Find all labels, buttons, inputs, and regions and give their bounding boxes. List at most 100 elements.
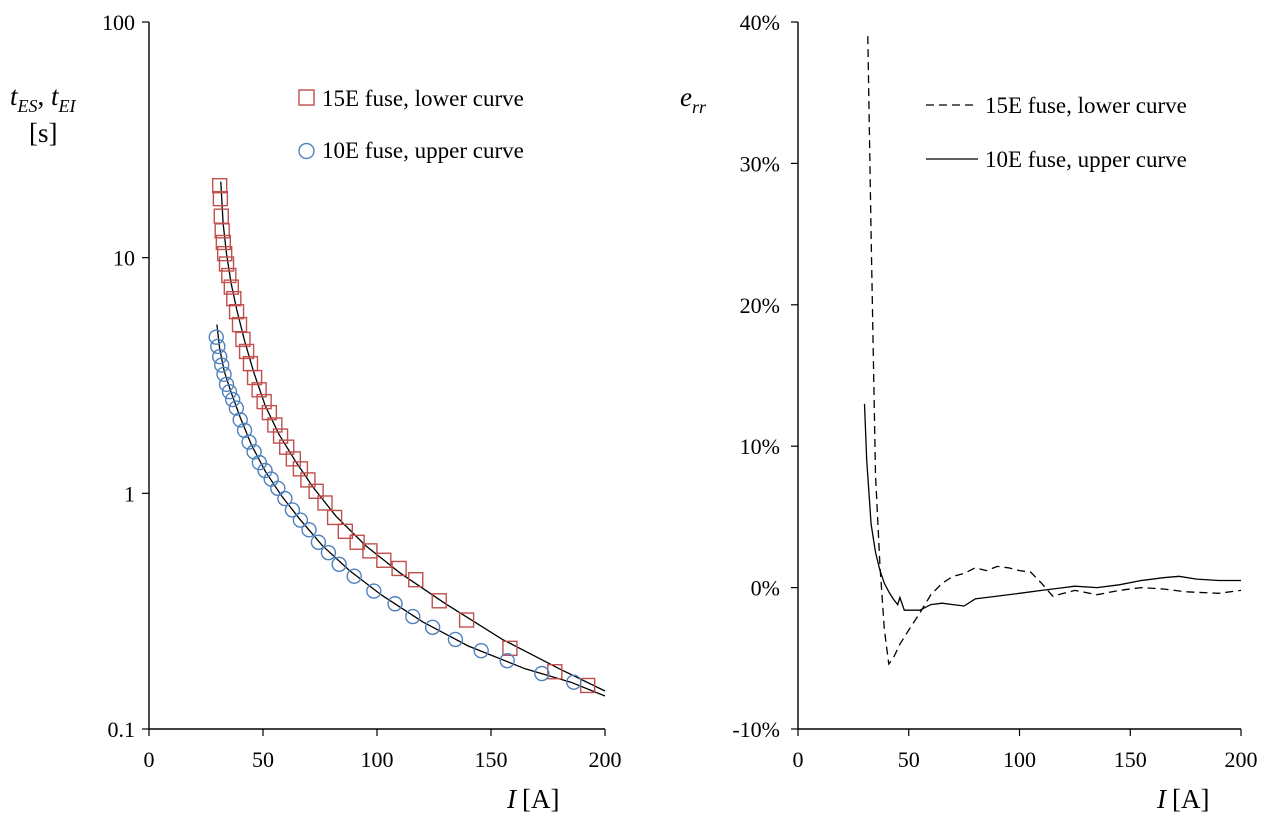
circle-marker [366,583,382,599]
circle-marker [251,454,268,471]
circle-marker [241,434,257,450]
right-x-tick-label: 0 [793,747,804,772]
circle-marker [270,480,286,497]
square-marker [212,190,229,207]
square-marker [211,178,228,194]
square-marker [256,393,272,410]
left-x-tick-label: 0 [144,747,155,772]
circle-marker [499,652,515,669]
circle-marker [210,338,226,355]
circle-marker [405,608,421,625]
right-tick-labels: -10% 0% 10% 20% 30% 40% 0 50 100 150 200 [732,10,1257,772]
solid-series-line [863,403,1241,611]
left-ylabel-sub2: EI [58,96,77,116]
square-marker [431,593,447,609]
circle-marker [232,412,248,428]
left-x-axis-label: I [A] [506,784,559,814]
right-x-tick-label: 50 [898,747,920,772]
circle-marker [473,642,489,659]
right-series-lines [863,36,1242,666]
left-y-axis-label: tES, tEI [10,81,77,116]
right-xlabel-symbol: I [1156,784,1168,814]
left-xlabel-symbol: I [506,784,518,814]
circle-marker [310,534,327,550]
square-marker [214,223,230,239]
circle-marker [346,568,362,584]
square-marker [349,534,365,550]
circle-marker [221,383,238,400]
square-marker [308,483,324,500]
square-marker [251,382,267,398]
square-marker [228,303,245,320]
left-y-tick-label: 1 [124,481,135,506]
legend-square-marker [298,89,315,106]
right-legend: 15E fuse, lower curve 10E fuse, upper cu… [926,93,1187,172]
square-marker [337,523,354,540]
right-x-axis-label: I [A] [1156,784,1209,814]
circle-marker [387,596,403,612]
circle-marker [284,502,301,518]
left-legend: 15E fuse, lower curve 10E fuse, upper cu… [298,86,524,163]
square-marker [362,543,378,559]
right-y-tick-label: -10% [732,717,780,742]
left-x-tick-label: 150 [475,747,508,772]
right-y-axis-label: err [680,82,707,117]
square-marker [317,495,333,511]
square-marker [547,664,563,680]
square-marker [300,472,316,488]
left-legend-label-15e: 15E fuse, lower curve [322,86,524,111]
square-marker [223,279,240,295]
circle-marker [292,512,309,528]
square-marker [261,404,278,421]
left-ylabel-t1: t [10,81,19,111]
left-ylabel-sep: , [38,81,52,111]
square-marker [246,369,263,386]
left-tick-labels: 0.1 1 10 100 0 50 100 150 200 [102,10,622,772]
circle-marker [224,391,241,408]
left-x-tick-label: 200 [589,747,622,772]
right-y-tick-label: 0% [751,576,780,601]
circle-marker [211,348,228,365]
right-y-tick-label: 20% [740,293,780,318]
circle-marker [424,619,441,636]
square-marker [218,256,235,272]
right-axis-ticks [791,21,1242,736]
left-x-tick-label: 50 [252,747,274,772]
square-marker [408,572,424,588]
circle-marker [534,665,550,682]
square-marker [272,428,289,444]
circle-marker [228,400,245,416]
circle-marker [320,544,337,561]
circle-marker [447,631,464,648]
circle-marker [216,366,232,382]
left-legend-label-10e: 10E fuse, upper curve [322,138,524,163]
square-marker [238,343,255,360]
square-marker [502,640,518,657]
square-marker [326,509,343,526]
left-data-markers [208,178,596,694]
square-marker [391,560,407,577]
square-marker [226,290,242,307]
right-y-tick-label: 10% [740,434,780,459]
square-marker [376,552,392,568]
left-fit-line [220,181,606,692]
left-y-tick-label: 0.1 [108,717,136,742]
square-marker [235,331,251,348]
circle-marker [218,376,235,393]
circle-marker [277,490,293,507]
right-legend-label-10e: 10E fuse, upper curve [985,147,1187,172]
circle-marker [331,556,347,572]
dashed-series-line [867,36,1242,666]
right-x-tick-label: 100 [1003,747,1036,772]
error-chart: -10%0%10%20%30%40%0 50 100 150 200 err I [A] … [680,10,1258,814]
square-marker [216,245,233,262]
left-xlabel-unit: [A] [522,784,559,814]
square-marker [231,316,248,333]
left-ylabel-t2: t [51,81,60,111]
right-ylabel-sub: rr [692,97,707,117]
right-ylabel-symbol: e [680,82,692,112]
circle-marker [566,674,582,690]
square-marker [215,234,232,251]
